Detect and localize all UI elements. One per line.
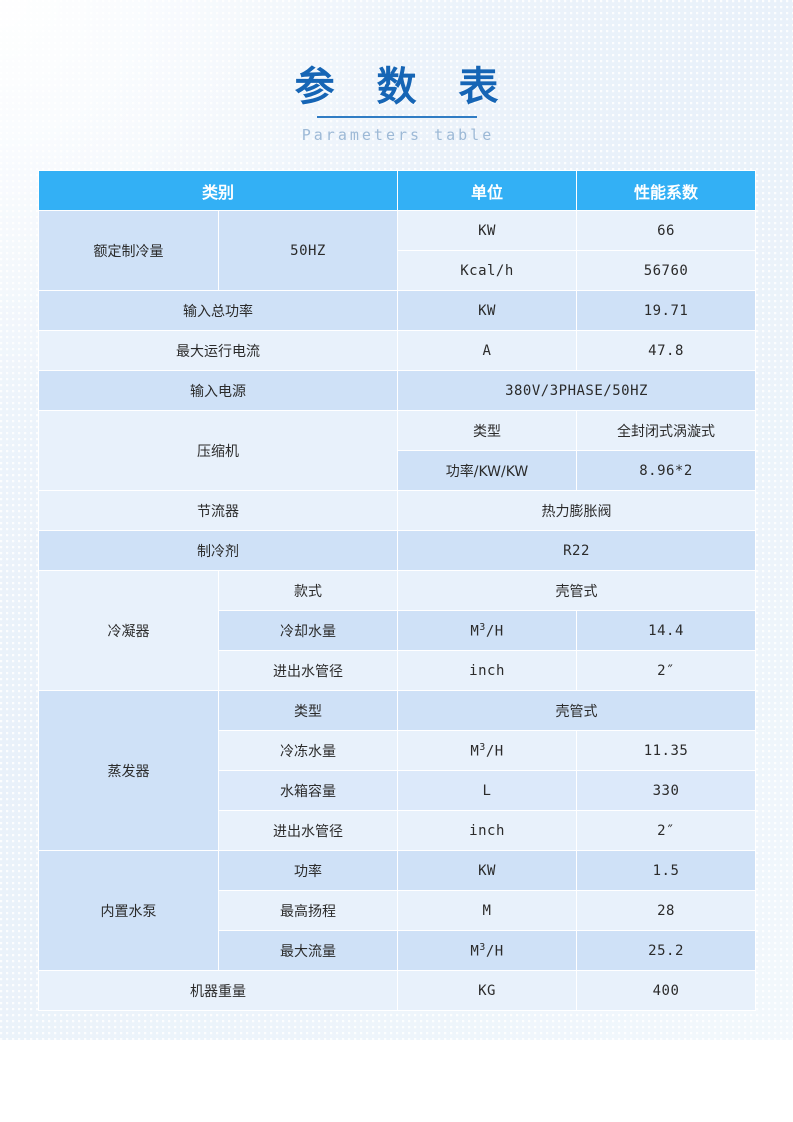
cell-weight-value: 400 xyxy=(576,970,757,1011)
cell-max-running-current: 最大运行电流 xyxy=(37,330,399,371)
cell-value-66: 66 xyxy=(576,210,757,251)
cell-evaporator-tank-label: 水箱容量 xyxy=(217,770,399,811)
cell-refrigerant-value: R22 xyxy=(397,530,757,571)
cell-compressor-power-value: 8.96*2 xyxy=(576,450,757,491)
table-row: 功率/KW/KW 8.96*2 xyxy=(39,450,757,491)
table-row: 输入电源 380V/3PHASE/50HZ xyxy=(37,370,757,411)
cell-throttle: 节流器 xyxy=(37,490,399,531)
cell-pump-power-unit: KW xyxy=(397,850,578,891)
table-row: 节流器 热力膨胀阀 xyxy=(37,490,757,531)
cell-compressor-type-value: 全封闭式涡漩式 xyxy=(576,410,757,451)
column-header-coefficient: 性能系数 xyxy=(576,170,757,211)
cell-unit-a: A xyxy=(397,330,578,371)
table-row: 蒸发器 类型 壳管式 xyxy=(38,690,757,851)
cell-throttle-value: 热力膨胀阀 xyxy=(397,490,757,531)
cell-condenser-water-label: 冷却水量 xyxy=(217,610,399,651)
cell-condenser-pipe-unit: inch xyxy=(397,650,578,691)
table-row: 制冷剂 R22 xyxy=(37,530,757,571)
cell-compressor: 压缩机 xyxy=(37,410,399,491)
title-underline xyxy=(316,116,477,118)
page-subtitle: Parameters table xyxy=(301,126,495,144)
cell-pump-head-label: 最高扬程 xyxy=(217,890,399,931)
cell-evaporator-water-unit: M3/H xyxy=(397,730,578,771)
cell-evaporator-type-value: 壳管式 xyxy=(397,690,757,731)
cell-unit-kcal-h: Kcal/h xyxy=(397,250,578,291)
parameters-table: 类别 单位 性能系数 额定制冷量 50HZ KW 66 Kcal/h 56760… xyxy=(37,170,757,1011)
table-row: 输入总功率 KW 19.71 xyxy=(37,290,757,331)
table-row: 冷却水量 M3/H 14.4 xyxy=(39,610,757,651)
cell-condenser-style-label: 款式 xyxy=(217,570,399,611)
cell-evaporator-pipe-value: 2″ xyxy=(576,810,757,851)
cell-evaporator-tank-unit: L xyxy=(397,770,578,811)
cell-total-input-power: 输入总功率 xyxy=(37,290,399,331)
cell-condenser-pipe-label: 进出水管径 xyxy=(217,650,399,691)
cell-pump-head-value: 28 xyxy=(576,890,757,931)
table-row: 额定制冷量 50HZ KW 66 xyxy=(38,210,757,291)
cell-unit-kw-2: KW xyxy=(397,290,578,331)
cell-compressor-power-label: 功率/KW/KW xyxy=(397,450,578,491)
table-row: 冷冻水量 M3/H 11.35 xyxy=(39,730,757,771)
cell-pump-head-unit: M xyxy=(397,890,578,931)
cell-condenser-water-value: 14.4 xyxy=(576,610,757,651)
cell-rated-cooling-capacity: 额定制冷量 xyxy=(38,210,219,291)
cell-evaporator-pipe-unit: inch xyxy=(397,810,578,851)
table-row: 进出水管径 inch 2″ xyxy=(39,650,757,691)
cell-value-power-supply: 380V/3PHASE/50HZ xyxy=(397,370,757,411)
column-header-category: 类别 xyxy=(37,170,399,211)
cell-evaporator-water-value: 11.35 xyxy=(576,730,757,771)
cell-pump-power-label: 功率 xyxy=(217,850,399,891)
cell-value-47-8: 47.8 xyxy=(576,330,757,371)
table-row: Kcal/h 56760 xyxy=(39,250,757,291)
table-row: 最大运行电流 A 47.8 xyxy=(37,330,757,371)
cell-compressor-type-label: 类型 xyxy=(397,410,578,451)
page-title: 参 数 表 xyxy=(294,64,513,110)
cell-condenser-pipe-value: 2″ xyxy=(576,650,757,691)
cell-evaporator-pipe-label: 进出水管径 xyxy=(217,810,399,851)
page-header: 参 数 表 Parameters table xyxy=(0,0,793,144)
table-row: 最高扬程 M 28 xyxy=(39,890,757,931)
cell-value-19-71: 19.71 xyxy=(576,290,757,331)
cell-refrigerant: 制冷剂 xyxy=(37,530,399,571)
cell-input-power-supply: 输入电源 xyxy=(37,370,399,411)
table-row: 压缩机 类型 全封闭式涡漩式 xyxy=(37,410,757,491)
cell-evaporator-type-label: 类型 xyxy=(217,690,399,731)
cell-evaporator: 蒸发器 xyxy=(38,690,219,851)
table-row: 机器重量 KG 400 xyxy=(37,970,757,1011)
cell-machine-weight: 机器重量 xyxy=(37,970,399,1011)
cell-value-56760: 56760 xyxy=(576,250,757,291)
table-header-row: 类别 单位 性能系数 xyxy=(37,170,757,211)
cell-evaporator-tank-value: 330 xyxy=(576,770,757,811)
cell-condenser-style-value: 壳管式 xyxy=(397,570,757,611)
parameters-table-wrapper: 类别 单位 性能系数 额定制冷量 50HZ KW 66 Kcal/h 56760… xyxy=(37,170,757,1011)
cell-50hz: 50HZ xyxy=(217,210,399,291)
table-row: 内置水泵 功率 KW 1.5 xyxy=(38,850,757,971)
table-row: 最大流量 M3/H 25.2 xyxy=(39,930,757,971)
cell-built-in-pump: 内置水泵 xyxy=(38,850,219,971)
cell-pump-power-value: 1.5 xyxy=(576,850,757,891)
cell-condenser: 冷凝器 xyxy=(38,570,219,691)
cell-evaporator-water-label: 冷冻水量 xyxy=(217,730,399,771)
table-row: 冷凝器 款式 壳管式 xyxy=(38,570,757,691)
cell-condenser-water-unit: M3/H xyxy=(397,610,578,651)
cell-pump-flow-unit: M3/H xyxy=(397,930,578,971)
column-header-unit: 单位 xyxy=(397,170,578,211)
table-row: 水箱容量 L 330 xyxy=(39,770,757,811)
cell-unit-kw: KW xyxy=(397,210,578,251)
cell-pump-flow-label: 最大流量 xyxy=(217,930,399,971)
cell-pump-flow-value: 25.2 xyxy=(576,930,757,971)
cell-weight-unit: KG xyxy=(397,970,578,1011)
